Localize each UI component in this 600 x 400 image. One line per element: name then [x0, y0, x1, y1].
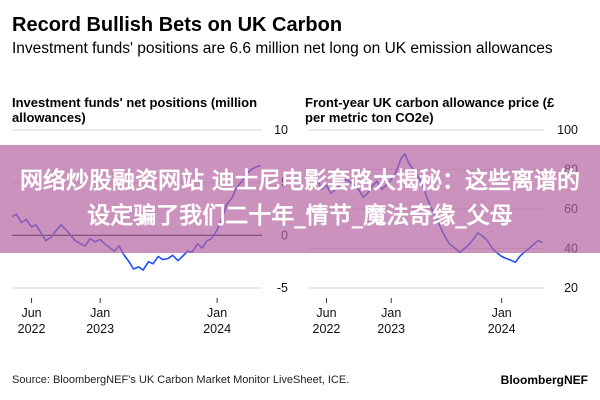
- source-note: Source: BloombergNEF’s UK Carbon Market …: [12, 374, 350, 386]
- x-tick-year-label: 2024: [488, 322, 516, 336]
- y-tick-label: 10: [274, 123, 288, 137]
- y-tick-label: 100: [557, 123, 578, 137]
- left-panel-title: Investment funds' net positions (million…: [12, 95, 258, 125]
- x-tick-label: Jan: [90, 306, 110, 320]
- x-tick-year-label: 2022: [313, 322, 341, 336]
- x-tick-label: Jun: [21, 306, 41, 320]
- x-tick-year-label: 2023: [377, 322, 405, 336]
- x-tick-label: Jun: [316, 306, 336, 320]
- y-tick-label: -5: [277, 281, 288, 295]
- right-panel-title: Front-year UK carbon allowance price (£ …: [305, 95, 555, 125]
- y-tick-label: 20: [564, 281, 578, 295]
- chart-title: Record Bullish Bets on UK Carbon: [12, 14, 343, 36]
- x-tick-year-label: 2022: [18, 322, 46, 336]
- x-tick-label: Jan: [492, 306, 512, 320]
- x-tick-year-label: 2024: [203, 322, 231, 336]
- brand-logo: BloombergNEF: [500, 373, 588, 387]
- chart-subtitle: Investment funds' positions are 6.6 mill…: [12, 40, 553, 57]
- x-tick-label: Jan: [381, 306, 401, 320]
- x-tick-label: Jan: [207, 306, 227, 320]
- x-tick-year-label: 2023: [86, 322, 114, 336]
- overlay-banner-text: 网络炒股融资网站 迪士尼电影套路大揭秘：这些离谱的设定骗了我们二十年_情节_魔法…: [19, 168, 580, 229]
- overlay-banner: 网络炒股融资网站 迪士尼电影套路大揭秘：这些离谱的设定骗了我们二十年_情节_魔法…: [0, 145, 600, 253]
